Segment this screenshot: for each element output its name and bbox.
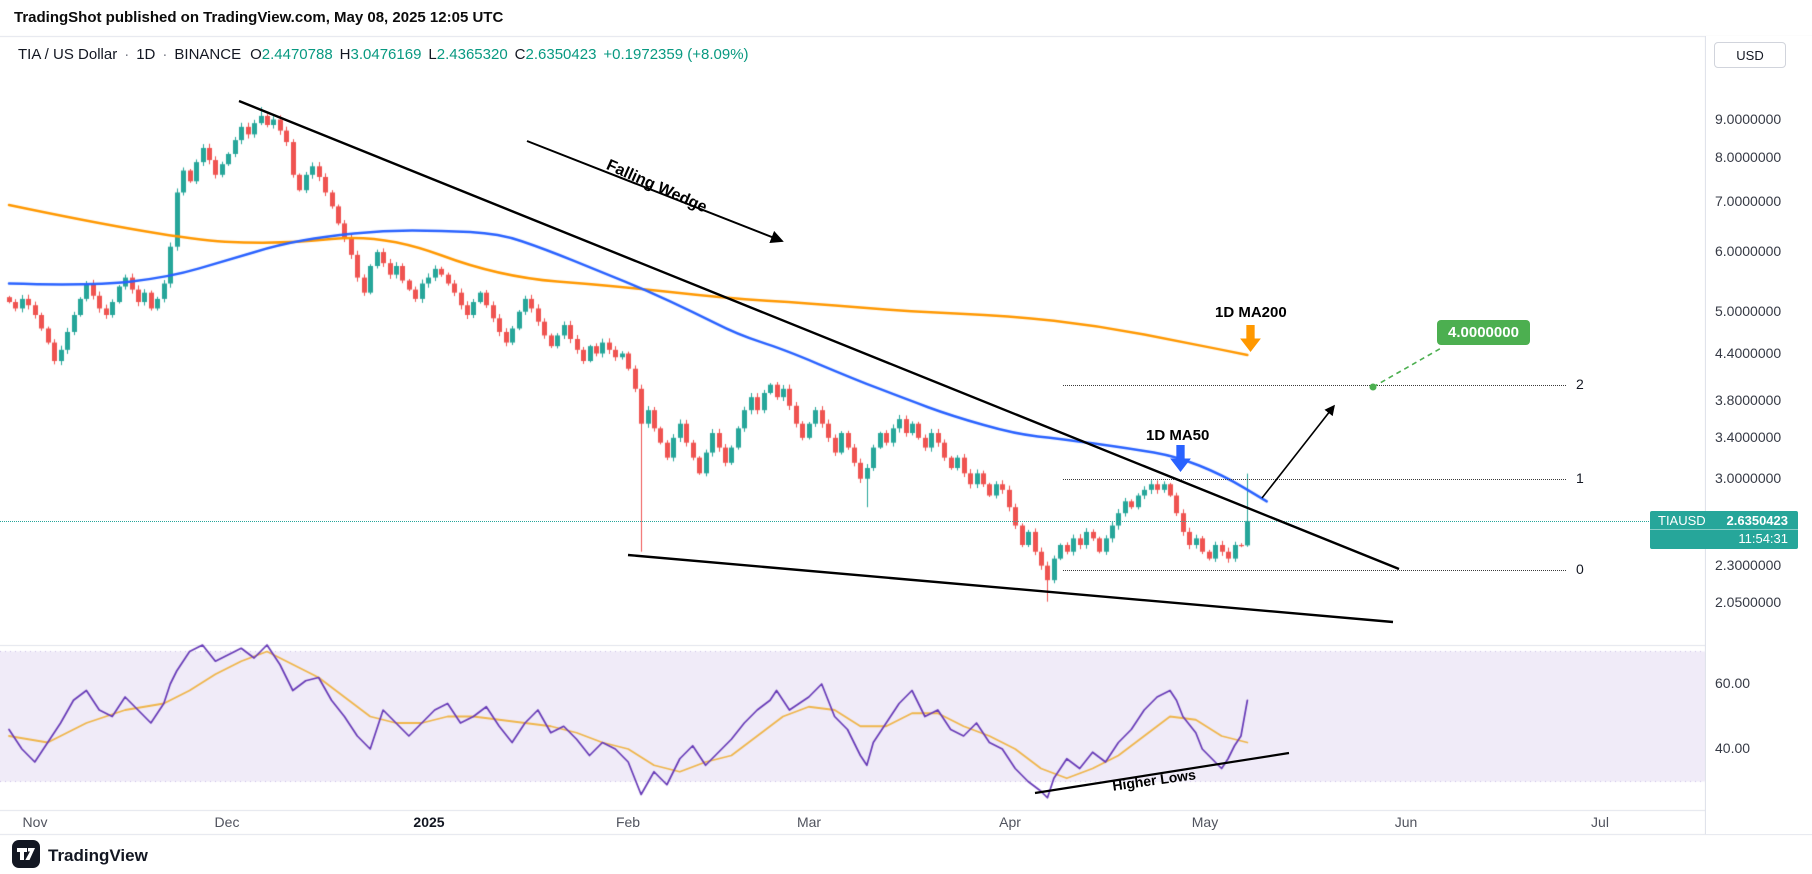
badge-price: 2.6350423 bbox=[1726, 513, 1788, 529]
target-connector-line[interactable] bbox=[1372, 346, 1444, 388]
price-axis-label: 9.0000000 bbox=[1715, 110, 1782, 127]
higher-lows-trendline[interactable] bbox=[1034, 751, 1290, 795]
symbol-title[interactable]: TIA / US Dollar bbox=[18, 46, 118, 63]
publish-attribution: TradingShot published on TradingView.com… bbox=[14, 9, 504, 26]
current-price-line bbox=[0, 521, 1705, 523]
ma200-label[interactable]: 1D MA200 bbox=[1215, 304, 1287, 321]
ma50-label[interactable]: 1D MA50 bbox=[1146, 427, 1210, 444]
low-letter: L bbox=[428, 46, 437, 63]
price-badge: TIAUSD 2.6350423 11:54:31 bbox=[1650, 511, 1798, 550]
price-axis-label: 6.0000000 bbox=[1715, 243, 1782, 260]
time-axis-label-dec: Dec bbox=[214, 814, 240, 830]
rsi-axis-label: 40.00 bbox=[1715, 740, 1751, 756]
fib-level-label-1: 1 bbox=[1576, 469, 1584, 486]
time-axis-label-nov: Nov bbox=[22, 814, 48, 830]
open-letter: O bbox=[250, 46, 262, 63]
ohlc-high: H3.0476169 bbox=[340, 46, 422, 63]
price-axis-label: 8.0000000 bbox=[1715, 149, 1782, 166]
ma50-arrow-icon[interactable] bbox=[1170, 445, 1191, 472]
low-value: 2.4365320 bbox=[436, 46, 508, 63]
time-axis-label-mar: Mar bbox=[796, 814, 822, 830]
falling-wedge-upper-trendline[interactable] bbox=[238, 99, 1400, 571]
high-letter: H bbox=[339, 46, 351, 63]
badge-symbol: TIAUSD bbox=[1658, 513, 1706, 529]
price-axis-label: 4.4000000 bbox=[1715, 344, 1782, 361]
ohlc-low: L2.4365320 bbox=[428, 46, 507, 63]
falling-wedge-lower-trendline[interactable] bbox=[627, 553, 1394, 624]
interval-label[interactable]: 1D bbox=[136, 46, 156, 63]
badge-countdown: 11:54:31 bbox=[1650, 529, 1798, 549]
ohlc-open: O2.4470788 bbox=[250, 46, 333, 63]
fib-level-line-0[interactable] bbox=[1063, 569, 1566, 571]
tradingview-brand-text[interactable]: TradingView bbox=[48, 846, 148, 865]
tradingview-logo-icon[interactable] bbox=[12, 840, 40, 868]
ohlc-close: C2.6350423 bbox=[515, 46, 597, 63]
time-axis-label-jul: Jul bbox=[1591, 814, 1609, 830]
fib-level-line-1[interactable] bbox=[1063, 478, 1566, 480]
legend-separator: · bbox=[162, 46, 168, 63]
rsi-axis-label: 60.00 bbox=[1715, 675, 1751, 691]
currency-usd-button[interactable]: USD bbox=[1714, 42, 1786, 68]
breakout-target-arrow[interactable] bbox=[1261, 404, 1335, 499]
time-axis-label-may: May bbox=[1191, 814, 1219, 830]
target-point-dot[interactable] bbox=[1369, 383, 1377, 391]
fib-level-line-2[interactable] bbox=[1063, 384, 1566, 386]
price-axis-label: 3.8000000 bbox=[1715, 392, 1782, 409]
open-value: 2.4470788 bbox=[261, 46, 333, 63]
symbol-legend: TIA / US Dollar · 1D · BINANCE O2.447078… bbox=[18, 46, 749, 63]
exchange-label: BINANCE bbox=[174, 46, 242, 63]
close-value: 2.6350423 bbox=[525, 46, 597, 63]
price-axis[interactable]: USD 9.0000000 8.0000000 7.0000000 6.0000000… bbox=[1705, 36, 1812, 834]
close-letter: C bbox=[514, 46, 526, 63]
ma200-arrow-icon[interactable] bbox=[1240, 325, 1261, 352]
time-axis[interactable]: Nov Dec 2025 Feb Mar Apr May Jun Jul bbox=[0, 810, 1705, 834]
target-price-label[interactable]: 4.0000000 bbox=[1437, 320, 1530, 345]
price-axis-label: 2.3000000 bbox=[1715, 556, 1782, 573]
price-axis-label: 7.0000000 bbox=[1715, 192, 1782, 209]
time-axis-label-apr: Apr bbox=[999, 814, 1021, 830]
fib-level-label-0: 0 bbox=[1576, 560, 1584, 577]
falling-wedge-direction-arrow[interactable] bbox=[526, 140, 784, 244]
fib-level-label-2: 2 bbox=[1576, 375, 1584, 392]
time-axis-label-feb: Feb bbox=[615, 814, 641, 830]
high-value: 3.0476169 bbox=[350, 46, 422, 63]
price-axis-label: 2.0500000 bbox=[1715, 594, 1782, 611]
price-axis-label: 3.4000000 bbox=[1715, 428, 1782, 445]
change-value: +0.1972359 (+8.09%) bbox=[603, 46, 749, 63]
time-axis-label-jun: Jun bbox=[1394, 814, 1418, 830]
price-axis-label: 3.0000000 bbox=[1715, 469, 1782, 486]
price-axis-label: 5.0000000 bbox=[1715, 302, 1782, 319]
time-axis-label-2025: 2025 bbox=[413, 814, 445, 830]
legend-separator: · bbox=[124, 46, 130, 63]
